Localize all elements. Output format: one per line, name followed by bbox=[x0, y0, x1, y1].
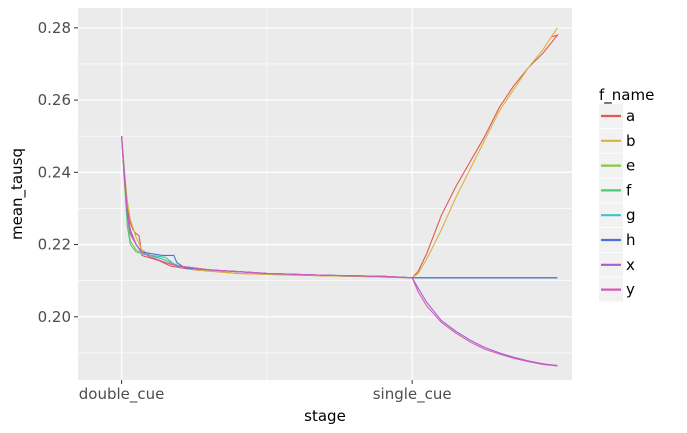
y-axis-title: mean_tausq bbox=[8, 148, 27, 240]
x-axis-title: stage bbox=[304, 407, 346, 425]
legend-label-e: e bbox=[626, 157, 635, 175]
y-tick-label: 0.24 bbox=[38, 163, 71, 181]
y-tick-label: 0.26 bbox=[38, 91, 71, 109]
x-tick-label: double_cue bbox=[79, 385, 165, 404]
y-axis: 0.20 0.22 0.24 0.26 0.28 bbox=[38, 19, 78, 326]
x-tick-label: single_cue bbox=[373, 385, 452, 404]
y-tick-label: 0.28 bbox=[38, 19, 71, 37]
panel-background bbox=[78, 8, 572, 380]
legend-label-y: y bbox=[626, 281, 635, 299]
y-tick-label: 0.20 bbox=[38, 308, 71, 326]
legend-label-f: f bbox=[626, 181, 632, 199]
legend-title: f_name bbox=[599, 86, 654, 105]
y-tick-label: 0.22 bbox=[38, 236, 71, 254]
series-layer bbox=[121, 27, 560, 367]
legend-label-h: h bbox=[626, 231, 636, 249]
legend-label-a: a bbox=[626, 107, 635, 125]
legend-label-g: g bbox=[626, 206, 636, 224]
legend-label-x: x bbox=[626, 256, 635, 274]
series-line-y bbox=[121, 136, 558, 367]
legend-label-b: b bbox=[626, 132, 636, 150]
grid bbox=[78, 8, 572, 380]
x-axis: double_cue single_cue bbox=[79, 380, 452, 404]
